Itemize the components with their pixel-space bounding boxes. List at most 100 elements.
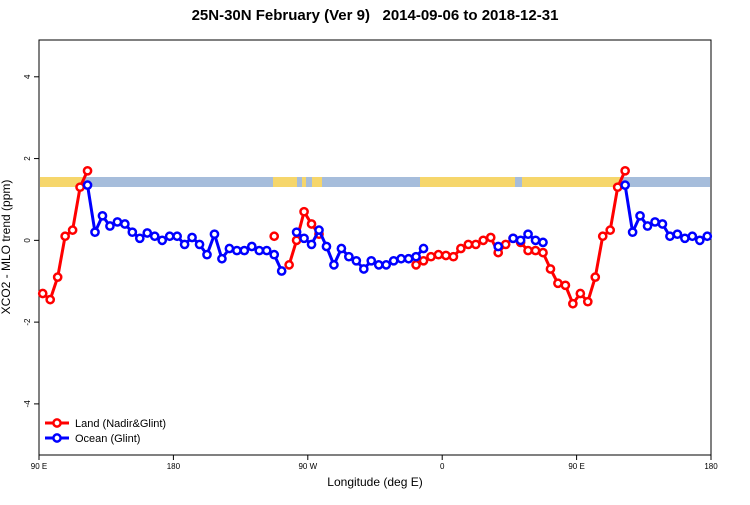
x-axis-label: Longitude (deg E)	[327, 475, 422, 489]
y-tick-label: 0	[23, 238, 32, 243]
data-point	[67, 225, 78, 235]
legend-marker	[52, 433, 62, 443]
data-point	[523, 245, 533, 256]
data-point	[373, 260, 384, 270]
data-point	[381, 260, 392, 270]
x-tick-label: 90 W	[298, 462, 317, 471]
data-point	[284, 260, 294, 270]
data-point	[702, 231, 713, 242]
data-point	[97, 210, 108, 221]
data-point	[650, 217, 660, 227]
data-point	[149, 231, 160, 242]
data-point	[448, 251, 459, 262]
data-point	[538, 247, 548, 258]
data-point	[530, 245, 541, 256]
data-point	[545, 264, 556, 274]
ocean-band	[40, 177, 710, 187]
x-tick-label: 0	[440, 462, 445, 471]
data-point	[470, 239, 481, 250]
data-point	[209, 229, 220, 240]
data-point	[127, 227, 138, 238]
data-point	[418, 255, 429, 266]
data-point	[239, 245, 250, 256]
plot-frame	[38, 39, 712, 456]
x-tick-label: 180	[704, 462, 718, 471]
data-point	[463, 239, 474, 250]
data-point	[157, 235, 168, 246]
x-tick-label: 180	[167, 462, 181, 471]
data-point	[37, 288, 48, 299]
data-point	[642, 221, 653, 231]
data-point	[665, 231, 675, 242]
land-band	[420, 177, 515, 187]
data-point	[388, 255, 399, 266]
data-point	[627, 227, 638, 238]
data-point	[620, 165, 630, 176]
data-point	[261, 245, 272, 256]
data-point	[224, 243, 235, 254]
data-point	[568, 298, 578, 309]
data-point	[164, 231, 175, 242]
data-point	[575, 288, 586, 299]
data-point	[456, 243, 466, 254]
data-point	[694, 235, 705, 246]
data-point	[306, 239, 317, 250]
data-point	[321, 241, 332, 252]
chart-title: 25N-30N February (Ver 9) 2014-09-06 to 2…	[192, 7, 559, 24]
data-point	[291, 227, 302, 238]
data-point	[687, 231, 698, 242]
data-point	[105, 221, 115, 231]
data-point	[441, 250, 451, 261]
data-point	[411, 260, 421, 270]
data-point	[246, 241, 257, 252]
y-axis-label: XCO2 - MLO trend (ppm)	[0, 180, 13, 315]
data-point	[478, 235, 489, 246]
data-point	[396, 253, 406, 264]
data-point	[605, 225, 616, 235]
data-point	[291, 235, 302, 246]
data-point	[590, 272, 601, 282]
data-point	[657, 219, 668, 229]
data-point	[508, 233, 518, 244]
data-point	[172, 231, 182, 242]
data-point	[344, 251, 354, 262]
data-point	[90, 227, 100, 238]
data-point	[358, 264, 369, 274]
legend-label: Land (Nadir&Glint)	[75, 418, 166, 430]
data-point	[179, 239, 190, 250]
legend: Land (Nadir&Glint) Ocean (Glint)	[45, 418, 166, 445]
map-band	[40, 177, 710, 187]
data-point	[597, 231, 608, 242]
data-point	[269, 231, 280, 242]
data-point	[351, 255, 362, 266]
land-band	[302, 177, 306, 187]
data-point	[485, 232, 496, 243]
data-point	[500, 239, 511, 250]
data-point	[276, 266, 287, 276]
data-point	[433, 249, 444, 260]
data-point	[411, 251, 421, 262]
data-point	[142, 228, 153, 238]
data-point	[75, 182, 85, 193]
data-point	[366, 255, 377, 266]
x-tick-label: 90 E	[31, 462, 47, 471]
data-point	[336, 243, 347, 254]
data-point	[403, 253, 414, 264]
data-point	[306, 219, 317, 229]
data-point	[82, 180, 93, 190]
data-point	[254, 245, 265, 256]
data-point	[582, 296, 593, 307]
data-point	[426, 251, 436, 262]
data-point	[299, 233, 309, 244]
y-tick-label: -2	[23, 318, 32, 326]
data-point	[620, 180, 630, 190]
data-point	[202, 249, 212, 260]
data-point	[418, 243, 429, 254]
data-point	[493, 241, 504, 252]
data-point	[299, 206, 309, 217]
data-point	[560, 280, 571, 291]
data-point	[120, 219, 130, 229]
data-point	[217, 253, 227, 264]
